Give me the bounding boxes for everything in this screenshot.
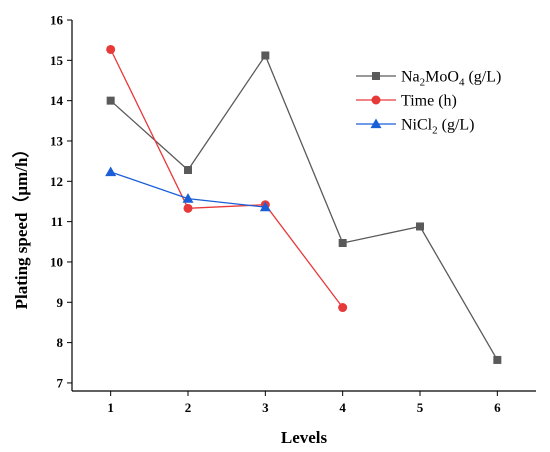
y-axis-title: Plating speed（μm/h） (11, 141, 31, 310)
data-point (183, 203, 193, 213)
data-point (493, 355, 502, 364)
y-tick-label: 10 (50, 254, 63, 269)
series-line (110, 54, 498, 361)
legend-label: NiCl2 (g/L) (401, 117, 475, 137)
series-1 (106, 44, 348, 313)
legend-item: Time (h) (356, 93, 457, 110)
data-point (338, 303, 348, 313)
x-tick-label: 3 (262, 400, 269, 415)
y-tick-label: 16 (50, 13, 64, 28)
legend-swatch-marker (371, 95, 381, 105)
x-axis-title: Levels (281, 428, 328, 447)
y-tick-label: 15 (50, 53, 64, 68)
y-tick-label: 12 (50, 174, 63, 189)
x-tick-label: 2 (185, 400, 192, 415)
series-0 (106, 51, 502, 364)
x-tick-label: 5 (417, 400, 424, 415)
series-line (110, 49, 344, 308)
y-tick-label: 13 (50, 133, 64, 148)
y-tick-label: 8 (57, 335, 64, 350)
x-tick-label: 1 (107, 400, 114, 415)
y-axis-ticks: 7 8 9 10 11 12 13 14 15 16 (50, 13, 72, 390)
series-2 (105, 166, 271, 212)
data-point (184, 166, 192, 175)
legend-swatch-marker (372, 72, 380, 80)
data-point (261, 51, 270, 60)
data-point (182, 193, 194, 203)
data-point (106, 96, 115, 105)
series-layer (105, 44, 502, 364)
x-tick-label: 4 (339, 400, 346, 415)
legend: Na2MoO4 (g/L) Time (h) NiCl2 (g/L) (356, 69, 501, 137)
legend-item: Na2MoO4 (g/L) (356, 69, 501, 89)
y-tick-label: 9 (57, 295, 64, 310)
y-tick-label: 11 (51, 214, 63, 229)
data-point (416, 222, 424, 231)
data-point (106, 44, 116, 54)
data-point (105, 166, 117, 177)
y-tick-label: 14 (50, 93, 64, 108)
y-tick-label: 7 (57, 375, 64, 390)
x-axis-ticks: 1 2 3 4 5 6 (107, 391, 501, 415)
axes-frame (71, 20, 536, 392)
data-point (259, 201, 271, 212)
legend-label: Time (h) (401, 93, 457, 110)
legend-item: NiCl2 (g/L) (356, 117, 475, 137)
legend-swatch-marker (370, 118, 382, 129)
data-point (338, 239, 347, 248)
legend-label: Na2MoO4 (g/L) (401, 69, 501, 89)
x-tick-label: 6 (494, 400, 501, 415)
